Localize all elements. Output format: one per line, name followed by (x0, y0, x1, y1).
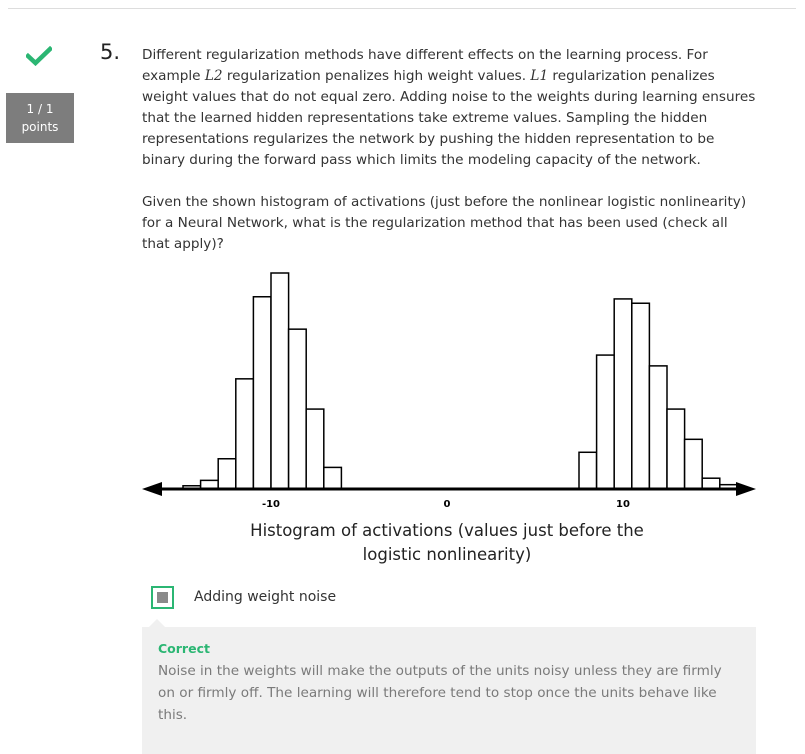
histogram-bar (578, 451, 598, 490)
activation-histogram: -10 0 10 Histogram of activations (values … (142, 272, 756, 564)
points-badge: 1 / 1 points (6, 93, 74, 143)
feedback-pointer (149, 619, 165, 627)
x-axis-ticks: -10 0 10 (262, 499, 630, 510)
feedback-explanation: Noise in the weights will make the outpu… (158, 663, 722, 723)
histogram-bar (701, 477, 721, 490)
question-paragraph-1: Different regularization methods have di… (142, 45, 758, 171)
histogram-caption-line-1: Histogram of activations (values just be… (250, 521, 644, 540)
question-number: 5. (100, 40, 121, 64)
math-l2: L2 (204, 68, 223, 84)
histogram-bar (217, 458, 237, 490)
histogram-caption-line-2: logistic nonlinearity) (363, 545, 532, 564)
histogram-bar (613, 298, 633, 490)
question-text-part: regularization penalizes high weight val… (222, 68, 531, 84)
math-l1: L1 (530, 68, 549, 84)
histogram-bar (305, 408, 325, 490)
question-paragraph-2: Given the shown histogram of activations… (142, 194, 747, 252)
x-axis-right-arrow (736, 482, 756, 496)
histogram-bar (270, 272, 290, 490)
question-text-part: regularization penalizes weight values t… (142, 68, 756, 168)
answer-option-label[interactable]: Adding weight noise (194, 589, 337, 605)
checkbox-checked-mark (157, 592, 168, 603)
histogram-bar (683, 438, 703, 490)
points-score: 1 / 1 (26, 102, 54, 116)
x-tick-label: 10 (616, 499, 630, 510)
x-tick-label: 0 (444, 499, 451, 510)
x-tick-label: -10 (262, 499, 280, 510)
histogram-bar (287, 328, 307, 490)
top-divider (8, 8, 796, 9)
answer-checkbox[interactable] (151, 586, 174, 609)
histogram-bars (182, 272, 739, 490)
feedback-panel: Correct Noise in the weights will make t… (142, 619, 756, 754)
histogram-bar (595, 354, 615, 490)
x-axis-left-arrow (142, 482, 162, 496)
points-unit: points (21, 120, 59, 134)
histogram-bar (235, 378, 255, 490)
histogram-bar (648, 365, 668, 490)
histogram-bar (252, 296, 272, 490)
histogram-bar (666, 408, 686, 490)
question-text-part: Different regularization methods have di… (142, 47, 708, 84)
checkmark-icon (26, 46, 52, 66)
histogram-bar (323, 466, 343, 490)
feedback-status: Correct (158, 641, 210, 656)
histogram-bar (631, 302, 651, 490)
